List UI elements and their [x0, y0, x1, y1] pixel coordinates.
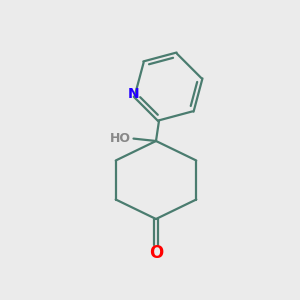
Text: N: N [128, 87, 139, 101]
Text: O: O [149, 244, 163, 262]
Text: HO: HO [110, 132, 131, 145]
